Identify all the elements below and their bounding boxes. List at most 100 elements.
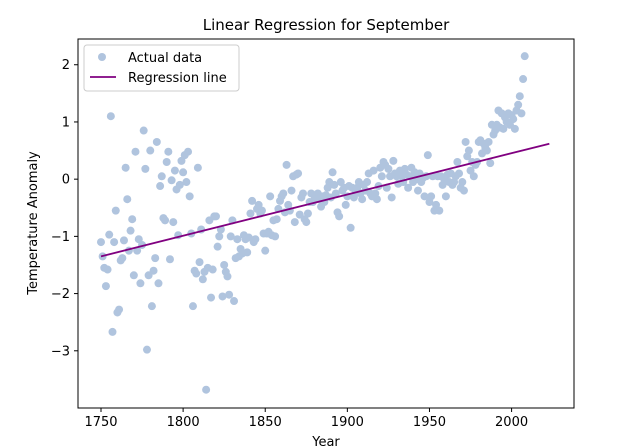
data-point — [257, 206, 266, 215]
data-point — [509, 115, 518, 124]
data-point — [243, 248, 252, 257]
data-point — [461, 137, 470, 146]
data-point — [330, 180, 339, 189]
data-point — [105, 230, 114, 239]
data-point — [223, 272, 232, 281]
data-point — [175, 180, 184, 189]
data-point — [108, 327, 117, 336]
data-point — [179, 168, 188, 177]
y-tick-label: −2 — [51, 287, 70, 302]
x-axis-ticks: 1750 1800 1850 1900 1950 2000 — [84, 408, 528, 430]
legend-label-regression-line: Regression line — [128, 71, 227, 86]
data-point — [193, 163, 202, 172]
data-point — [389, 156, 398, 165]
y-axis-ticks: −3 −2 −1 0 1 2 — [51, 58, 78, 359]
data-point — [152, 137, 161, 146]
x-tick-label: 1750 — [84, 415, 117, 430]
data-point — [226, 232, 235, 241]
data-point — [420, 192, 429, 201]
data-point — [441, 192, 450, 201]
y-tick-label: 1 — [62, 115, 70, 130]
data-point — [119, 236, 128, 245]
data-point — [514, 100, 523, 109]
data-point — [182, 178, 191, 187]
data-point — [154, 279, 163, 288]
data-point — [188, 302, 197, 311]
data-point — [302, 218, 311, 227]
data-point — [248, 196, 257, 205]
data-point — [404, 183, 413, 192]
data-point — [458, 178, 467, 187]
data-point — [110, 238, 119, 247]
data-point — [486, 159, 495, 168]
legend-label-actual-data: Actual data — [128, 51, 202, 66]
data-point — [208, 265, 217, 274]
data-point — [103, 265, 112, 274]
data-point — [111, 206, 120, 215]
regression-line-layer — [100, 142, 550, 258]
y-tick-label: 0 — [62, 173, 70, 188]
data-point — [294, 169, 303, 178]
data-point — [335, 212, 344, 221]
x-tick-label: 1900 — [331, 415, 364, 430]
data-point — [195, 258, 204, 267]
data-point — [164, 147, 173, 156]
data-point — [510, 124, 519, 133]
data-point — [142, 345, 151, 354]
x-tick-label: 1800 — [167, 415, 200, 430]
x-tick-label: 2000 — [495, 415, 528, 430]
data-point — [157, 172, 166, 181]
data-point — [413, 186, 422, 195]
data-point — [358, 195, 367, 204]
data-point — [271, 232, 280, 241]
data-point — [136, 279, 145, 288]
x-axis-label: Year — [311, 435, 340, 446]
data-point — [519, 75, 528, 84]
data-point — [106, 112, 115, 121]
y-axis-label: Temperature Anomaly — [26, 151, 41, 296]
y-tick-label: 2 — [62, 58, 70, 73]
data-point — [499, 124, 508, 133]
data-point — [131, 147, 140, 156]
data-point — [272, 215, 281, 224]
y-tick-label: −3 — [51, 344, 70, 359]
data-point — [482, 146, 491, 155]
data-point — [484, 137, 493, 146]
data-point — [151, 254, 160, 263]
scatter-points — [96, 52, 529, 394]
data-point — [266, 192, 275, 201]
plot-area — [78, 39, 574, 408]
data-point — [363, 178, 372, 187]
data-point — [146, 146, 155, 155]
data-point — [331, 189, 340, 198]
legend-marker-actual-data — [98, 53, 106, 61]
data-point — [346, 223, 355, 232]
data-point — [517, 109, 526, 118]
data-point — [213, 242, 222, 251]
data-point — [435, 206, 444, 215]
data-point — [515, 92, 524, 101]
data-point — [121, 163, 130, 172]
data-point — [207, 293, 216, 302]
data-point — [96, 238, 105, 247]
chart-title: Linear Regression for September — [203, 16, 450, 34]
data-point — [372, 195, 381, 204]
data-point — [198, 275, 207, 284]
regression-line — [100, 142, 550, 258]
data-point — [185, 192, 194, 201]
data-point — [225, 290, 234, 299]
data-point — [423, 151, 432, 160]
data-point — [341, 200, 350, 209]
data-point — [126, 226, 135, 235]
data-point — [161, 216, 170, 225]
data-point — [218, 292, 227, 301]
data-point — [453, 158, 462, 166]
data-point — [455, 169, 464, 178]
data-point — [279, 189, 288, 198]
data-point — [202, 385, 211, 394]
x-tick-label: 1850 — [249, 415, 282, 430]
legend-box — [83, 44, 240, 92]
data-point — [128, 215, 137, 224]
data-point — [469, 172, 478, 181]
